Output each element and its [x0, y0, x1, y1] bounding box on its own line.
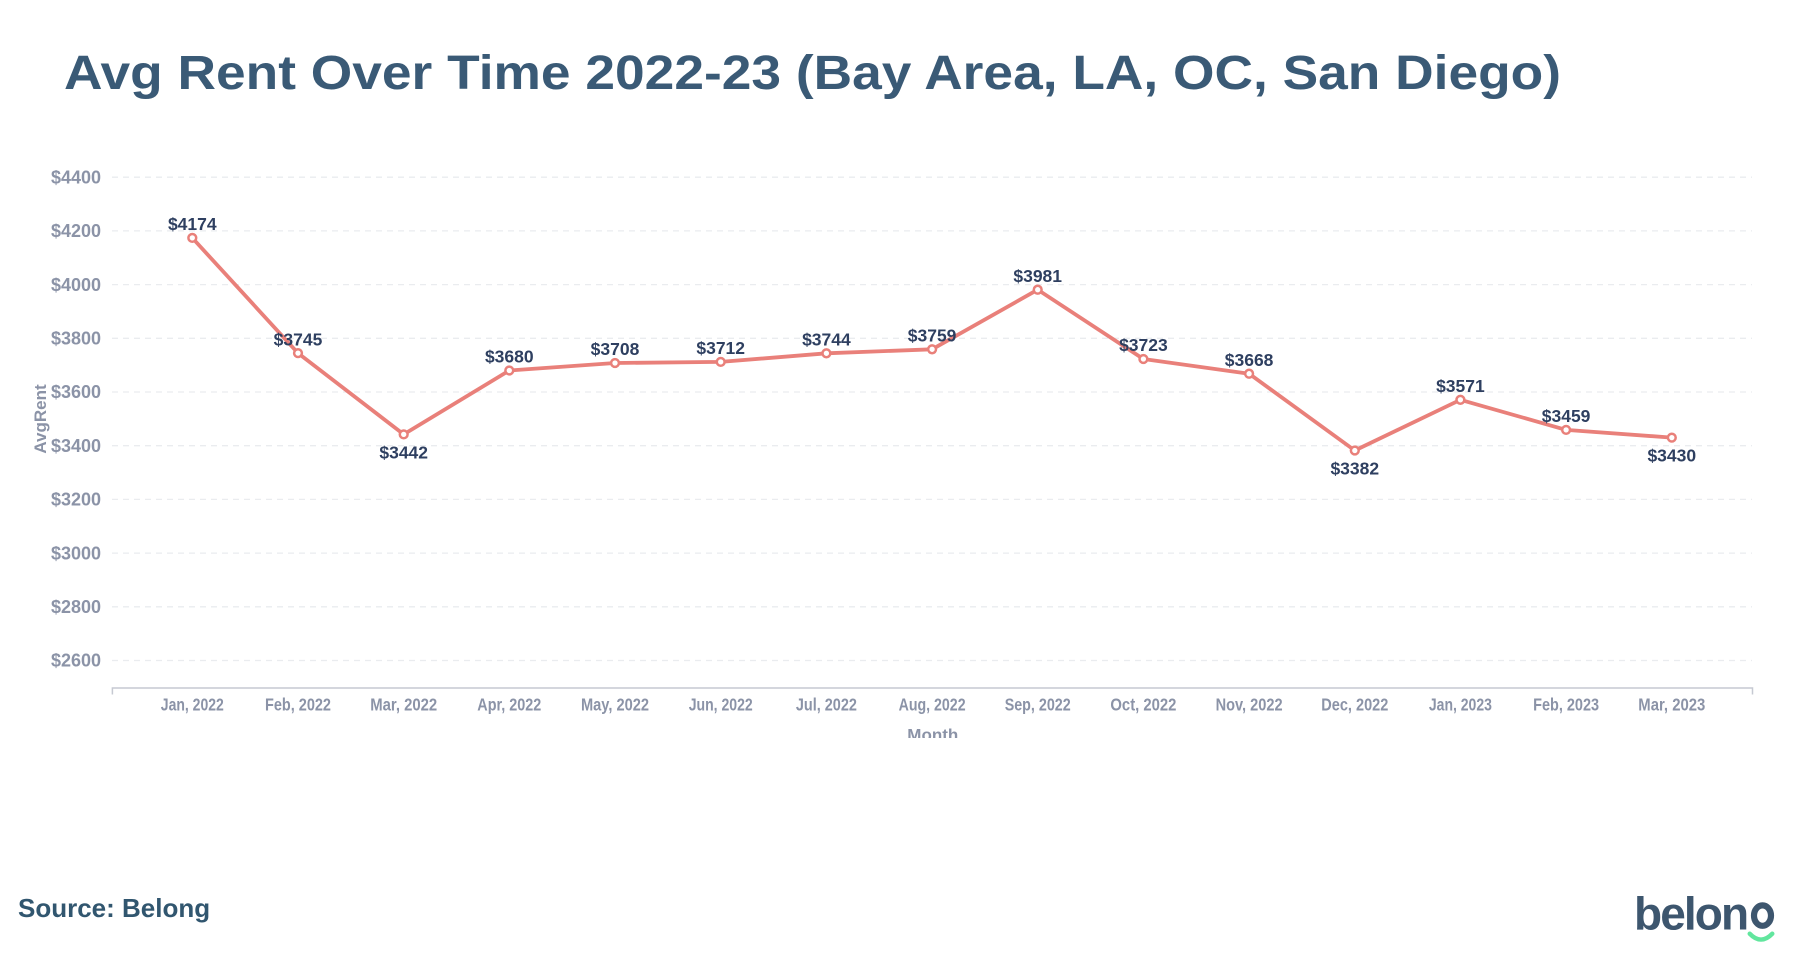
svg-text:Sep, 2022: Sep, 2022	[1005, 695, 1071, 715]
svg-text:Jan, 2022: Jan, 2022	[161, 695, 224, 715]
svg-text:$3668: $3668	[1225, 350, 1274, 370]
svg-text:$3200: $3200	[51, 490, 101, 510]
svg-text:$3981: $3981	[1013, 266, 1062, 286]
svg-text:Mar, 2023: Mar, 2023	[1638, 695, 1705, 715]
svg-text:Jan, 2023: Jan, 2023	[1429, 695, 1492, 715]
svg-text:Oct, 2022: Oct, 2022	[1110, 695, 1176, 715]
svg-text:Dec, 2022: Dec, 2022	[1321, 695, 1388, 715]
svg-text:$2600: $2600	[51, 651, 101, 671]
svg-text:$3708: $3708	[591, 339, 640, 359]
svg-text:$3759: $3759	[908, 326, 957, 346]
svg-text:Feb, 2023: Feb, 2023	[1533, 695, 1599, 715]
svg-text:$3430: $3430	[1647, 446, 1696, 466]
svg-text:$3442: $3442	[379, 442, 428, 462]
svg-text:$3571: $3571	[1436, 376, 1485, 396]
svg-text:$3712: $3712	[696, 338, 745, 358]
svg-text:$4200: $4200	[51, 221, 101, 241]
svg-text:$3723: $3723	[1119, 335, 1168, 355]
svg-text:$3000: $3000	[51, 543, 101, 563]
svg-text:Mar, 2022: Mar, 2022	[370, 695, 437, 715]
svg-text:belon: belon	[1634, 887, 1747, 939]
svg-text:$2800: $2800	[51, 597, 101, 617]
svg-text:$3800: $3800	[51, 329, 101, 349]
svg-text:May, 2022: May, 2022	[581, 695, 649, 715]
svg-text:Jul, 2022: Jul, 2022	[796, 695, 857, 715]
svg-text:AvgRent: AvgRent	[31, 384, 50, 454]
svg-text:$3745: $3745	[274, 329, 323, 349]
svg-text:$3600: $3600	[51, 382, 101, 402]
svg-text:Aug, 2022: Aug, 2022	[899, 695, 966, 715]
svg-text:$4400: $4400	[51, 167, 101, 187]
svg-text:$3459: $3459	[1542, 406, 1591, 426]
svg-text:$4000: $4000	[51, 275, 101, 295]
svg-text:Feb, 2022: Feb, 2022	[265, 695, 331, 715]
svg-text:Avg Rent Over Time 2022-23 (Ba: Avg Rent Over Time 2022-23 (Bay Area, LA…	[64, 47, 1561, 100]
svg-text:$3382: $3382	[1330, 459, 1379, 479]
svg-text:Month: Month	[907, 726, 958, 745]
svg-text:$3680: $3680	[485, 347, 534, 367]
svg-text:$3744: $3744	[802, 330, 851, 350]
svg-text:$3400: $3400	[51, 436, 101, 456]
svg-text:$4174: $4174	[168, 214, 217, 234]
svg-text:Apr, 2022: Apr, 2022	[477, 695, 541, 715]
svg-text:Jun, 2022: Jun, 2022	[689, 695, 753, 715]
svg-text:Nov, 2022: Nov, 2022	[1216, 695, 1283, 715]
